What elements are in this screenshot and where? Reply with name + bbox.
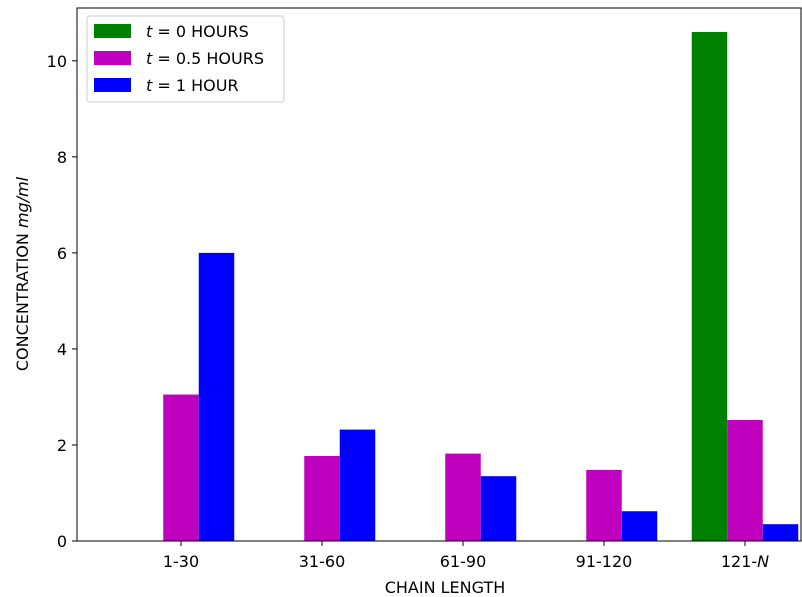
bar-t-1-hour-1-30 (199, 253, 235, 541)
y-axis-label: CONCENTRATION mg/ml (13, 176, 32, 371)
legend-label: t = 1 HOUR (146, 76, 239, 95)
legend-label: t = 0.5 HOURS (146, 49, 264, 68)
y-tick-label: 4 (57, 340, 67, 359)
x-tick-label: 31-60 (299, 552, 346, 571)
bar-t-0-5-hours-61-90 (445, 454, 481, 541)
legend-swatch (94, 51, 131, 65)
bar-t-0-5-hours-31-60 (304, 456, 340, 541)
bar-t-0-hours-121-n (692, 32, 728, 541)
legend-label: t = 0 HOURS (146, 22, 249, 41)
y-tick-label: 8 (57, 148, 67, 167)
bars-layer (163, 32, 798, 541)
bar-t-1-hour-61-90 (481, 476, 517, 541)
y-tick-label: 10 (47, 52, 67, 71)
x-axis-label: CHAIN LENGTH (385, 578, 506, 597)
x-tick-label: 91-120 (576, 552, 633, 571)
x-tick-label: 1-30 (163, 552, 199, 571)
bar-t-1-hour-31-60 (340, 430, 376, 541)
bar-t-0-5-hours-1-30 (163, 395, 199, 541)
x-tick-label: 61-90 (440, 552, 487, 571)
legend-swatch (94, 24, 131, 38)
bar-t-1-hour-121-n (763, 524, 799, 541)
x-tick-label: 121-N (721, 552, 769, 571)
bar-t-1-hour-91-120 (622, 511, 658, 541)
y-tick-label: 2 (57, 436, 67, 455)
bar-t-0-5-hours-121-n (727, 420, 763, 541)
y-tick-label: 0 (57, 532, 67, 551)
bar-t-0-5-hours-91-120 (586, 470, 622, 541)
y-tick-label: 6 (57, 244, 67, 263)
legend: t = 0 HOURS t = 0.5 HOURS t = 1 HOUR (87, 16, 284, 102)
legend-swatch (94, 78, 131, 92)
